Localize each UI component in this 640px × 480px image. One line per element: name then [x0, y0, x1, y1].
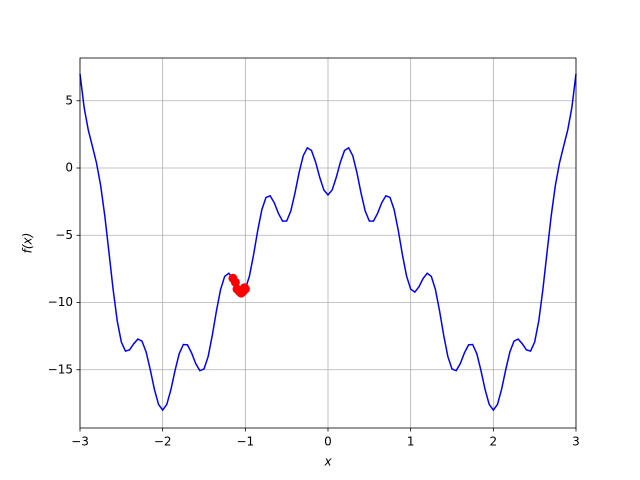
x-tick-label: 3 [572, 435, 580, 449]
x-tick-label: −1 [236, 435, 254, 449]
x-tick-label: 0 [324, 435, 332, 449]
y-tick-label: 5 [65, 93, 73, 107]
x-tick-label: −3 [71, 435, 89, 449]
line [79, 73, 577, 412]
x-tick-label: 1 [407, 435, 415, 449]
y-tick-label: −5 [55, 228, 73, 242]
point [240, 284, 250, 294]
point [230, 277, 240, 287]
y-tick-label: −15 [48, 362, 73, 376]
x-tick-label: 2 [490, 435, 498, 449]
x-axis-label: x [323, 455, 332, 469]
y-tick-label: −10 [48, 295, 73, 309]
y-axis-label: f(x) [21, 233, 35, 254]
x-tick-label: −2 [154, 435, 172, 449]
y-tick-label: 0 [65, 161, 73, 175]
